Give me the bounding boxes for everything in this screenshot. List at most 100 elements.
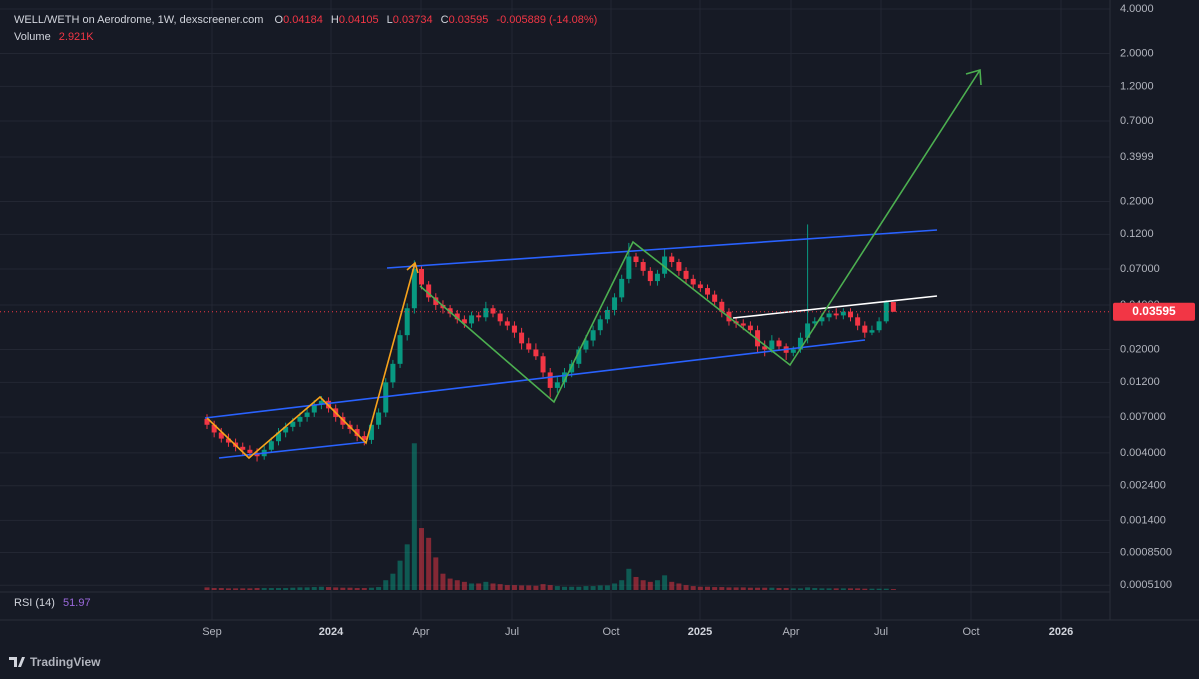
volume-bar	[826, 588, 832, 590]
arrow-head	[406, 261, 419, 274]
candle-body	[583, 340, 589, 350]
y-tick-label: 0.02000	[1120, 343, 1160, 355]
volume-bar	[504, 585, 510, 590]
volume-bar	[419, 528, 424, 590]
volume-bar	[755, 587, 761, 590]
y-tick-label: 0.1200	[1120, 228, 1154, 240]
y-tick-label: 0.002400	[1120, 480, 1166, 492]
volume-bar	[812, 588, 818, 590]
candle-body	[790, 349, 796, 353]
y-tick-label: 0.004000	[1120, 447, 1166, 459]
candle-body	[361, 436, 367, 440]
y-tick-label: 0.007000	[1120, 411, 1166, 423]
y-tick-label: 0.0008500	[1120, 546, 1172, 558]
candle-body	[683, 270, 689, 279]
volume-bar	[705, 586, 710, 590]
rsi-value: 51.97	[63, 597, 91, 609]
candle-body	[633, 256, 639, 263]
y-tick-label: 0.0005100	[1120, 579, 1172, 591]
volume-bar	[683, 585, 689, 590]
volume-bar	[276, 588, 281, 590]
volume-bar	[511, 585, 517, 590]
volume-value: 2.921K	[59, 31, 95, 43]
volume-bar	[562, 586, 567, 590]
volume-bar	[654, 580, 660, 590]
x-tick-label: 2025	[688, 626, 712, 638]
candle-body	[554, 382, 560, 388]
ohlc-value: 0.04184	[283, 14, 323, 26]
x-tick-label: Apr	[412, 626, 429, 638]
volume-bar	[690, 586, 696, 590]
candle-body	[862, 325, 868, 333]
volume-bar	[476, 583, 482, 590]
candle-body	[390, 363, 396, 383]
candle-body	[247, 449, 253, 453]
candle-body	[876, 321, 882, 331]
candle-body	[833, 313, 839, 316]
x-tick-label: 2024	[319, 626, 344, 638]
volume-bar	[640, 580, 646, 590]
volume-bar	[376, 587, 382, 590]
candle-body	[619, 278, 625, 298]
candle-body	[461, 319, 467, 324]
candle-body	[705, 288, 710, 295]
volume-bar	[433, 557, 439, 590]
candle-body	[597, 319, 603, 331]
price-label-box	[1113, 302, 1195, 321]
candle-body	[604, 309, 610, 320]
volume-bar	[490, 583, 496, 590]
volume-bar	[890, 589, 896, 590]
candle-body	[819, 317, 825, 322]
candle-body	[797, 337, 803, 350]
brand: TradingView	[30, 655, 101, 669]
candle-body	[497, 313, 503, 322]
volume-layer	[204, 443, 896, 590]
volume-bar	[633, 576, 639, 590]
volume-bar	[469, 583, 475, 590]
candle-body	[755, 330, 761, 347]
volume-bar	[805, 587, 811, 590]
volume-bar	[426, 537, 432, 590]
candle-body	[533, 349, 539, 357]
volume-bar	[268, 588, 274, 590]
candle-body	[890, 302, 896, 312]
grid	[0, 0, 1110, 620]
candle-body	[240, 446, 246, 450]
volume-bar	[883, 588, 889, 590]
candle-body	[776, 340, 782, 347]
volume-bar	[540, 584, 546, 590]
volume-bar	[461, 581, 467, 590]
candle-body	[805, 323, 811, 338]
x-tick-label: Sep	[202, 626, 222, 638]
candle-body	[662, 256, 668, 274]
candle-body	[211, 424, 217, 433]
candle-body	[747, 325, 753, 331]
volume-bar	[626, 568, 632, 590]
candle-body	[204, 418, 210, 425]
volume-bar	[411, 443, 417, 590]
volume-bar	[719, 587, 725, 590]
volume-bar	[669, 581, 675, 590]
volume-bar	[612, 583, 618, 590]
candle-body	[669, 256, 675, 263]
y-tick-label: 0.3999	[1120, 151, 1154, 163]
candle-body	[612, 297, 618, 310]
volume-bar	[590, 586, 596, 590]
volume-bar	[247, 588, 253, 590]
volume-bar	[397, 560, 403, 590]
volume-bar	[740, 587, 746, 590]
volume-bar	[697, 586, 703, 590]
y-tick-label: 0.2000	[1120, 195, 1154, 207]
volume-bar	[526, 585, 532, 590]
candle-body	[354, 429, 360, 437]
candle-body	[547, 372, 553, 388]
volume-bar	[211, 588, 217, 590]
volume-bar	[204, 587, 210, 590]
trend-line	[386, 229, 938, 269]
candle-body	[397, 335, 403, 364]
rsi-legend: RSI (14) 51.97	[14, 597, 91, 609]
arrow-head	[965, 68, 982, 86]
change: -0.005889 (-14.08%)	[496, 14, 597, 26]
x-tick-label: Jul	[505, 626, 519, 638]
path-drawing	[206, 262, 416, 460]
